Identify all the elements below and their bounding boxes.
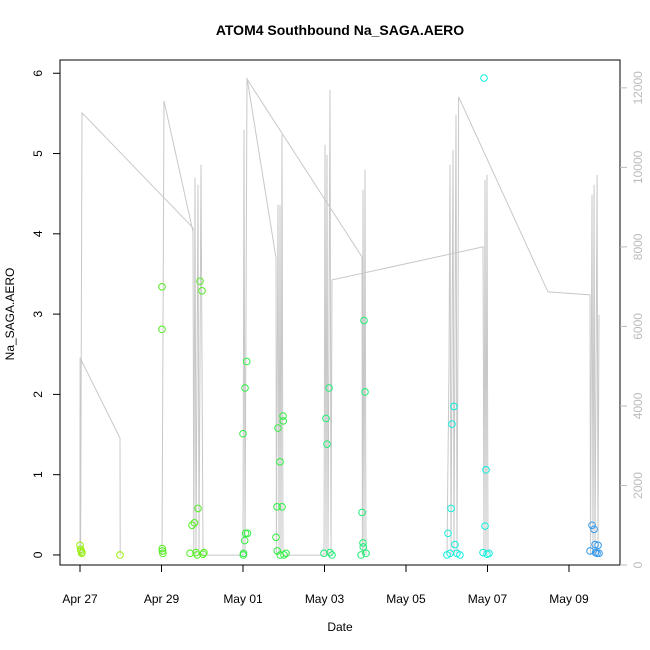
- data-point: [485, 549, 493, 558]
- y2-tick-label: 2000: [631, 472, 645, 499]
- data-point: [274, 424, 282, 432]
- x-axis-label: Date: [327, 620, 353, 634]
- data-point: [359, 543, 368, 551]
- data-point: [199, 550, 207, 558]
- data-point: [357, 551, 365, 559]
- y-tick-label: 0: [31, 551, 45, 558]
- data-point: [595, 549, 603, 558]
- data-point: [158, 544, 167, 553]
- x-tick-label: May 05: [386, 592, 426, 606]
- data-point: [359, 539, 367, 547]
- data-point: [241, 384, 249, 392]
- data-point: [482, 466, 490, 474]
- data-point: [447, 504, 455, 513]
- data-point: [273, 502, 281, 511]
- y2-tick-label: 12000: [631, 71, 645, 105]
- y2-tick-label: 10000: [631, 150, 645, 184]
- data-point: [241, 529, 250, 538]
- data-point: [591, 548, 600, 557]
- data-point: [242, 357, 251, 366]
- data-point: [239, 429, 247, 438]
- data-point: [78, 548, 86, 557]
- data-point: [361, 388, 369, 396]
- data-point: [444, 529, 452, 538]
- data-point: [76, 541, 84, 550]
- data-point: [594, 541, 602, 550]
- data-point: [590, 525, 598, 534]
- y-tick-label: 3: [31, 310, 45, 317]
- data-point: [159, 549, 167, 558]
- data-point: [481, 522, 489, 530]
- data-point: [588, 521, 596, 530]
- data-point: [450, 402, 458, 411]
- data-point: [358, 508, 366, 517]
- data-point: [325, 384, 333, 392]
- data-point: [362, 549, 370, 558]
- y-tick-label: 5: [31, 150, 45, 157]
- data-point: [280, 551, 288, 559]
- data-point: [322, 414, 330, 423]
- data-point: [279, 417, 287, 425]
- data-point: [116, 551, 124, 559]
- y2-tick-label: 4000: [631, 392, 645, 419]
- y-axis-label: Na_SAGA.AERO: [3, 268, 17, 361]
- data-point: [479, 548, 487, 557]
- data-point: [279, 412, 287, 420]
- data-point: [276, 458, 284, 466]
- x-tick-label: May 01: [223, 592, 263, 606]
- data-point: [196, 277, 204, 285]
- data-point: [278, 502, 286, 511]
- data-point: [200, 548, 208, 557]
- data-point: [188, 521, 196, 530]
- data-point: [193, 551, 201, 559]
- x-tick-label: Apr 29: [144, 592, 180, 606]
- data-point: [194, 504, 202, 513]
- data-point: [186, 549, 194, 558]
- data-point: [158, 325, 166, 334]
- data-point: [328, 551, 336, 559]
- y2-tick-label: 8000: [631, 233, 645, 260]
- x-tick-label: May 09: [549, 592, 589, 606]
- data-point: [480, 74, 488, 82]
- data-point: [360, 316, 368, 325]
- data-point: [591, 540, 599, 549]
- x-tick-label: Apr 27: [62, 592, 98, 606]
- data-point: [323, 440, 331, 448]
- data-point: [239, 549, 248, 558]
- data-point: [272, 533, 280, 542]
- data-point: [326, 548, 334, 557]
- chart-title: ATOM4 Southbound Na_SAGA.AERO: [216, 22, 464, 38]
- data-point: [456, 551, 464, 559]
- y-tick-label: 6: [31, 70, 45, 77]
- data-point: [593, 549, 601, 558]
- data-point: [448, 420, 456, 428]
- data-point: [451, 540, 459, 549]
- x-tick-label: May 03: [305, 592, 345, 606]
- y2-tick-label: 6000: [631, 313, 645, 340]
- y-tick-label: 2: [31, 391, 45, 398]
- plot-frame: [59, 59, 621, 566]
- data-point: [320, 549, 328, 558]
- y-tick-label: 1: [31, 471, 45, 478]
- data-point: [158, 283, 166, 291]
- y2-tick-label: 0: [631, 561, 645, 568]
- altitude-line: [79, 77, 600, 556]
- data-point: [198, 287, 206, 295]
- data-point: [282, 549, 290, 558]
- y-tick-label: 4: [31, 230, 45, 237]
- data-point: [190, 519, 199, 527]
- data-point: [243, 529, 252, 538]
- x-tick-label: May 07: [468, 592, 508, 606]
- data-point: [240, 536, 249, 545]
- data-point: [586, 547, 594, 555]
